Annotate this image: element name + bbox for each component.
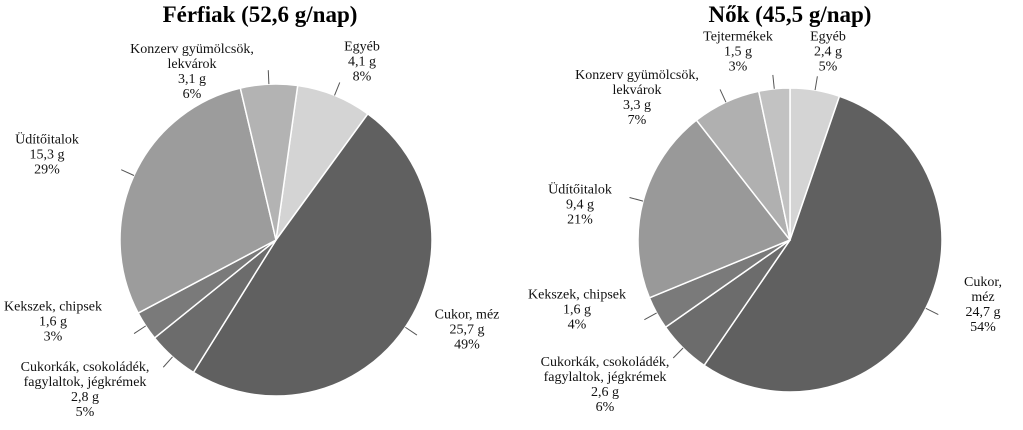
percent-label: 49% bbox=[454, 337, 480, 353]
leader-line bbox=[644, 312, 657, 321]
percent-label: 6% bbox=[182, 87, 202, 102]
value-label: 1,6 g bbox=[563, 302, 591, 318]
category-label: Üdítőitalok bbox=[548, 182, 612, 198]
chart-title: Nők (45,5 g/nap) bbox=[708, 2, 872, 27]
category-label: Konzerv gyümölcsök, lekvárok bbox=[575, 68, 699, 98]
slice-label: Konzerv gyümölcsök, lekvárok 3,1 g 6% bbox=[130, 42, 254, 102]
leader-line bbox=[672, 347, 684, 359]
percent-label: 5% bbox=[75, 405, 95, 420]
percent-label: 6% bbox=[595, 400, 615, 415]
pie-slice bbox=[239, 83, 299, 241]
category-label: Kekszek, chipsek bbox=[4, 299, 102, 315]
value-label: 25,7 g bbox=[449, 322, 485, 338]
pie-slice bbox=[119, 87, 277, 315]
slice-label: Kekszek, chipsek 1,6 g 3% bbox=[4, 300, 102, 345]
slice-label: Konzerv gyümölcsök, lekvárok 3,3 g 7% bbox=[575, 68, 699, 128]
slice-label: Üdítőitalok 15,3 g 29% bbox=[15, 133, 79, 178]
slice-label: Tejtermékek 1,5 g 3% bbox=[703, 30, 773, 75]
value-label: 1,5 g bbox=[723, 44, 752, 60]
category-label: Cukorkák, csokoládék, fagylaltok, jégkré… bbox=[540, 355, 670, 385]
value-label: 24,7 g bbox=[965, 305, 1001, 320]
percent-label: 29% bbox=[34, 162, 60, 178]
value-label: 2,8 g bbox=[70, 390, 99, 405]
pie-slice bbox=[757, 87, 791, 241]
percent-label: 54% bbox=[970, 320, 996, 335]
slice-label: Üdítőitalok 9,4 g 21% bbox=[548, 183, 612, 228]
value-label: 3,1 g bbox=[178, 72, 206, 87]
leader-line bbox=[814, 76, 818, 91]
value-label: 2,4 g bbox=[813, 44, 842, 60]
percent-label: 7% bbox=[627, 113, 647, 128]
leader-line bbox=[121, 169, 135, 176]
leader-line bbox=[719, 89, 727, 103]
category-label: Egyéb bbox=[344, 39, 380, 55]
slice-label: Kekszek, chipsek 1,6 g 4% bbox=[528, 288, 626, 333]
category-label: Üdítőitalok bbox=[15, 132, 79, 148]
value-label: 9,4 g bbox=[566, 197, 594, 213]
percent-label: 3% bbox=[728, 59, 748, 75]
leader-line bbox=[772, 74, 775, 89]
value-label: 3,3 g bbox=[623, 98, 651, 113]
category-label: Cukor, méz bbox=[964, 275, 1002, 305]
value-label: 2,6 g bbox=[590, 385, 619, 400]
leader-line bbox=[925, 307, 939, 316]
slice-label: Cukorkák, csokoládék, fagylaltok, jégkré… bbox=[21, 360, 150, 420]
percent-label: 5% bbox=[818, 59, 838, 75]
category-label: Tejtermékek bbox=[703, 29, 773, 45]
slice-label: Cukorkák, csokoládék, fagylaltok, jégkré… bbox=[541, 355, 670, 415]
leader-line bbox=[133, 325, 147, 335]
percent-label: 8% bbox=[352, 69, 372, 85]
value-label: 1,6 g bbox=[39, 314, 67, 330]
chart-title: Férfiak (52,6 g/nap) bbox=[162, 2, 358, 27]
slice-label: Egyéb 2,4 g 5% bbox=[810, 30, 846, 75]
percent-label: 21% bbox=[567, 212, 593, 228]
category-label: Konzerv gyümölcsök, lekvárok bbox=[130, 42, 254, 72]
slice-label: Egyéb 4,1 g 8% bbox=[344, 40, 380, 85]
leader-line bbox=[334, 82, 341, 96]
pie-slice bbox=[703, 95, 943, 393]
slice-label: Cukor, méz 24,7 g 54% bbox=[963, 275, 1003, 335]
slice-label: Cukor, méz 25,7 g 49% bbox=[435, 308, 500, 353]
category-label: Cukor, méz bbox=[434, 307, 500, 323]
leader-line bbox=[629, 197, 644, 202]
percent-label: 4% bbox=[567, 317, 587, 333]
category-label: Egyéb bbox=[810, 29, 846, 45]
value-label: 4,1 g bbox=[347, 54, 376, 70]
category-label: Kekszek, chipsek bbox=[528, 287, 626, 303]
leader-line bbox=[162, 356, 173, 368]
pie-slice bbox=[192, 112, 433, 397]
value-label: 15,3 g bbox=[29, 147, 65, 163]
leader-line bbox=[267, 70, 270, 85]
percent-label: 3% bbox=[43, 329, 63, 345]
category-label: Cukorkák, csokoládék, fagylaltok, jégkré… bbox=[20, 360, 150, 390]
leader-line bbox=[405, 326, 418, 336]
